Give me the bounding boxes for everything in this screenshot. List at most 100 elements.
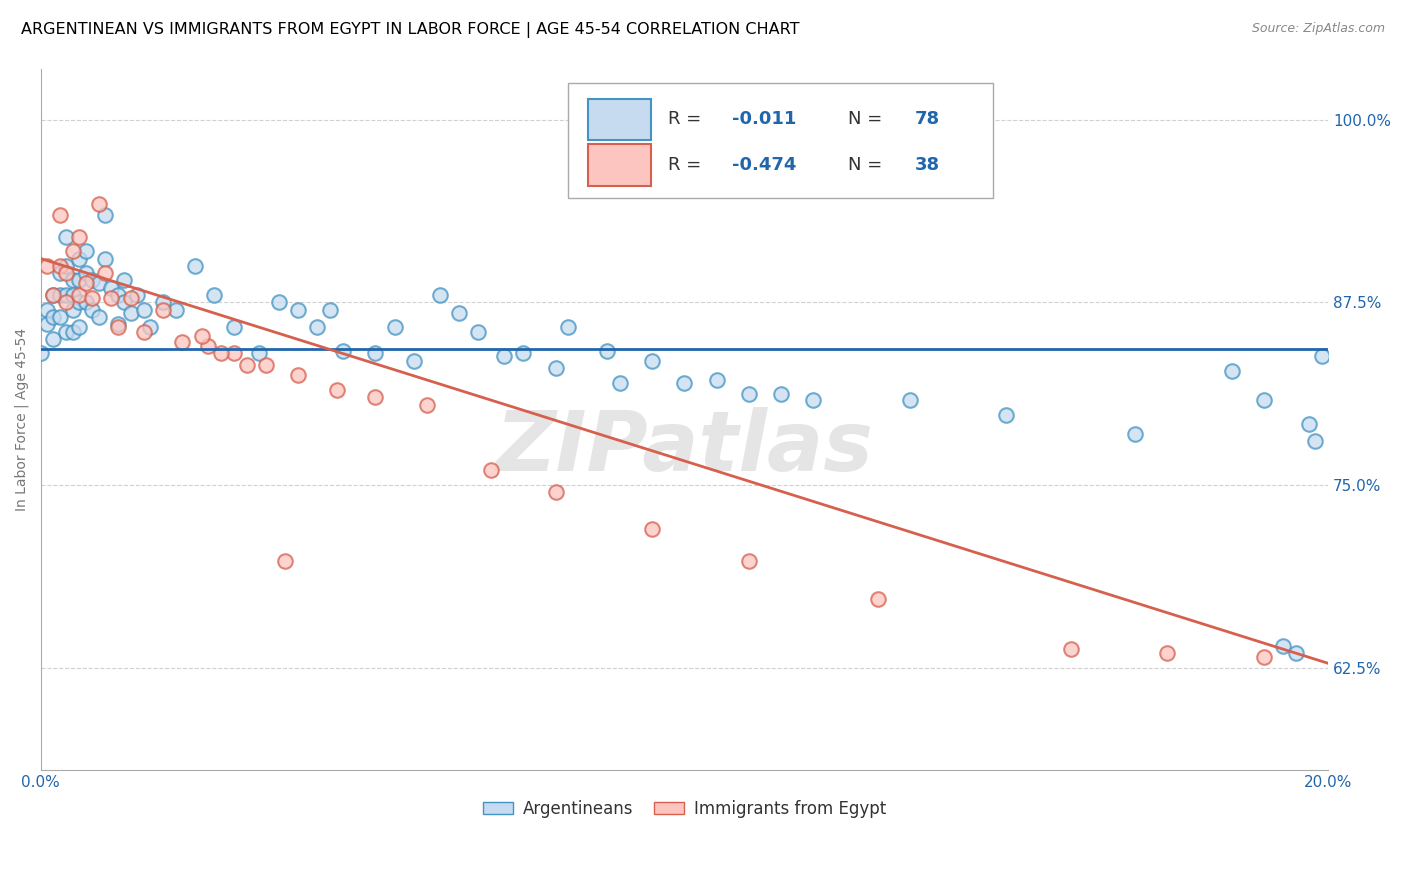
Point	[364, 390, 387, 404]
Text: -0.474: -0.474	[733, 156, 796, 174]
Point	[1220, 364, 1243, 378]
Point	[49, 310, 72, 324]
Point	[87, 310, 110, 324]
Point	[55, 288, 77, 302]
Point	[100, 291, 122, 305]
Text: R =: R =	[668, 156, 700, 174]
Legend: Argentineans, Immigrants from Egypt: Argentineans, Immigrants from Egypt	[477, 794, 893, 825]
Point	[204, 288, 226, 302]
Point	[152, 295, 174, 310]
Point	[139, 320, 162, 334]
Point	[112, 295, 135, 310]
Point	[67, 295, 90, 310]
Point	[402, 353, 425, 368]
Point	[544, 361, 567, 376]
Point	[274, 554, 297, 568]
Point	[557, 320, 579, 334]
Point	[120, 305, 142, 319]
Point	[127, 288, 149, 302]
Point	[67, 288, 90, 302]
Point	[596, 343, 619, 358]
Point	[287, 368, 309, 383]
Point	[107, 318, 129, 332]
Point	[866, 592, 889, 607]
Point	[75, 244, 97, 259]
Text: N =: N =	[848, 156, 882, 174]
Point	[87, 197, 110, 211]
Point	[67, 320, 90, 334]
Point	[94, 252, 117, 266]
Point	[112, 273, 135, 287]
Point	[249, 346, 271, 360]
Point	[479, 463, 502, 477]
Point	[67, 252, 90, 266]
Point	[267, 295, 290, 310]
Point	[49, 266, 72, 280]
Point	[467, 325, 489, 339]
Point	[184, 259, 207, 273]
Point	[769, 387, 792, 401]
Point	[319, 302, 342, 317]
Point	[1303, 434, 1326, 449]
Point	[190, 329, 212, 343]
Point	[49, 259, 72, 273]
Point	[738, 387, 761, 401]
Point	[172, 334, 194, 349]
Point	[1310, 350, 1333, 364]
Point	[49, 208, 72, 222]
Text: 38: 38	[915, 156, 941, 174]
Point	[94, 208, 117, 222]
Point	[1285, 646, 1308, 660]
Point	[42, 310, 65, 324]
Point	[87, 277, 110, 291]
Text: Source: ZipAtlas.com: Source: ZipAtlas.com	[1251, 22, 1385, 36]
Point	[1298, 417, 1320, 431]
Point	[898, 393, 921, 408]
Point	[107, 320, 129, 334]
Point	[42, 288, 65, 302]
Point	[1253, 650, 1275, 665]
Point	[512, 346, 534, 360]
Point	[429, 288, 451, 302]
Point	[995, 408, 1018, 422]
Point	[35, 318, 58, 332]
Point	[82, 273, 104, 287]
Point	[62, 325, 84, 339]
Point	[1253, 393, 1275, 408]
Point	[152, 302, 174, 317]
Point	[120, 291, 142, 305]
Point	[107, 288, 129, 302]
Point	[55, 259, 77, 273]
FancyBboxPatch shape	[588, 99, 651, 140]
Text: N =: N =	[848, 111, 882, 128]
Point	[287, 302, 309, 317]
Point	[42, 288, 65, 302]
Point	[82, 302, 104, 317]
Point	[55, 229, 77, 244]
Text: ZIPatlas: ZIPatlas	[495, 407, 873, 488]
Point	[254, 358, 277, 372]
Point	[67, 229, 90, 244]
Point	[75, 266, 97, 280]
Text: -0.011: -0.011	[733, 111, 796, 128]
Point	[35, 259, 58, 273]
Y-axis label: In Labor Force | Age 45-54: In Labor Force | Age 45-54	[15, 327, 30, 511]
Point	[332, 343, 354, 358]
Point	[235, 358, 257, 372]
Point	[738, 554, 761, 568]
FancyBboxPatch shape	[588, 145, 651, 186]
Point	[82, 291, 104, 305]
Point	[222, 320, 245, 334]
Point	[384, 320, 406, 334]
Point	[544, 485, 567, 500]
Point	[326, 383, 349, 397]
Text: R =: R =	[668, 111, 700, 128]
Point	[706, 373, 728, 387]
Point	[55, 325, 77, 339]
Point	[132, 302, 155, 317]
Point	[222, 346, 245, 360]
Point	[30, 346, 52, 360]
Text: ARGENTINEAN VS IMMIGRANTS FROM EGYPT IN LABOR FORCE | AGE 45-54 CORRELATION CHAR: ARGENTINEAN VS IMMIGRANTS FROM EGYPT IN …	[21, 22, 800, 38]
Point	[55, 266, 77, 280]
Point	[197, 339, 219, 353]
